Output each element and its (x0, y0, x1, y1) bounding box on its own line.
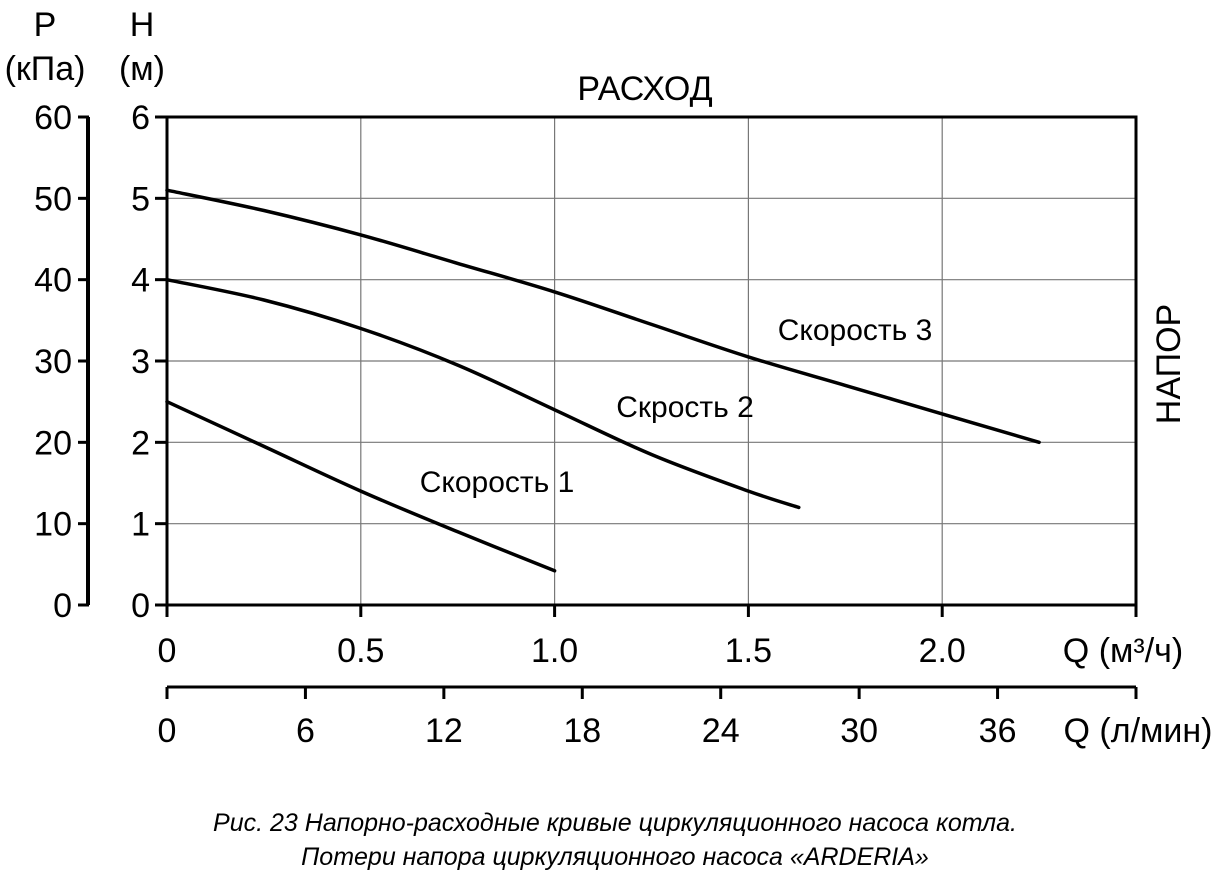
flow-lpm-axis-label: Q (л/мин) (1064, 712, 1213, 750)
speed-curve-1 (165, 399, 557, 573)
pressure-tick-label: 30 (34, 343, 72, 381)
flow-m3h-tick-label: 1.0 (531, 632, 578, 670)
head-tick-label: 6 (131, 99, 150, 137)
curve-label-speed-1: Скорость 1 (420, 466, 575, 499)
chart-title: РАСХОД (577, 70, 712, 108)
head-tick-label: 2 (131, 424, 150, 462)
right-axis-label: НАПОР (1150, 304, 1188, 424)
curve-label-speed-2: Скрость 2 (616, 391, 754, 424)
pressure-axis-symbol: P (34, 6, 57, 44)
flow-lpm-tick-label: 36 (979, 712, 1017, 750)
curve-label-speed-3: Скорость 3 (778, 314, 933, 347)
pressure-tick-label: 60 (34, 99, 72, 137)
pressure-tick-label: 10 (34, 506, 72, 544)
pressure-tick-label: 20 (34, 424, 72, 462)
pressure-tick-label: 40 (34, 262, 72, 300)
flow-m3h-tick-label: 0 (158, 632, 177, 670)
flow-lpm-tick-label: 6 (296, 712, 315, 750)
figure-caption-line-1: Рис. 23 Напорно-расходные кривые циркуля… (213, 809, 1017, 837)
pressure-tick-label: 0 (53, 587, 72, 625)
flow-lpm-tick-label: 24 (702, 712, 740, 750)
head-axis-symbol: H (130, 6, 155, 44)
grid-lines (167, 117, 1136, 605)
head-axis-unit: (м) (119, 50, 165, 88)
head-tick-label: 3 (131, 343, 150, 381)
flow-m3h-tick-label: 2.0 (919, 632, 966, 670)
pressure-tick-label: 50 (34, 180, 72, 218)
curves (165, 188, 1041, 573)
speed-curve-2 (165, 277, 801, 510)
figure-caption-line-2: Потери напора циркуляционного насоса «AR… (301, 843, 929, 871)
head-tick-label: 0 (131, 587, 150, 625)
head-tick-label: 4 (131, 262, 150, 300)
speed-curve-3 (165, 188, 1041, 445)
flow-m3h-tick-label: 0.5 (337, 632, 384, 670)
flow-lpm-tick-label: 18 (563, 712, 601, 750)
head-tick-label: 5 (131, 180, 150, 218)
flow-lpm-tick-label: 0 (158, 712, 177, 750)
pressure-axis-unit: (кПа) (5, 50, 86, 88)
flow-m3h-axis-label: Q (м³/ч) (1063, 632, 1183, 670)
head-tick-label: 1 (131, 506, 150, 544)
flow-lpm-tick-label: 30 (840, 712, 878, 750)
flow-m3h-tick-label: 1.5 (725, 632, 772, 670)
flow-lpm-tick-label: 12 (425, 712, 463, 750)
